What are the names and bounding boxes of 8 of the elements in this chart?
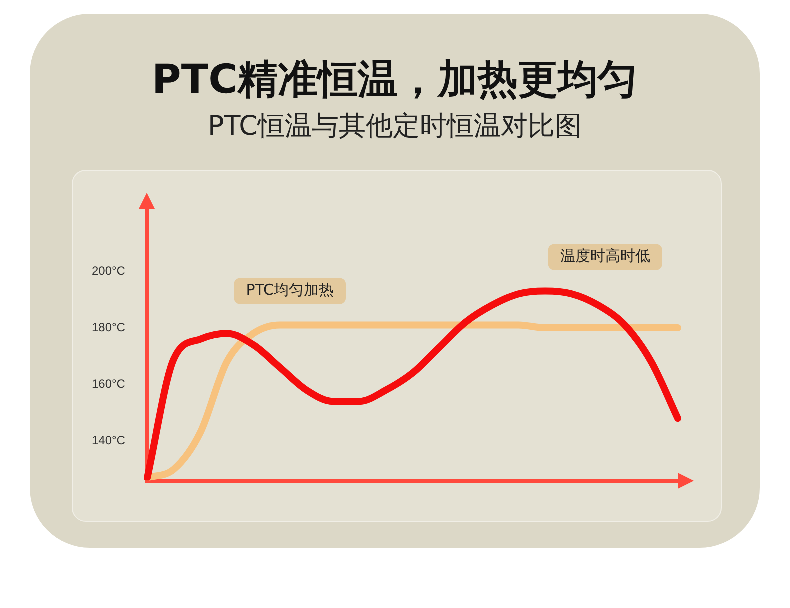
y-tick-label: 180°C [92,320,126,334]
series-label: 温度时高时低 [560,247,650,266]
y-tick-label: 140°C [92,434,126,448]
series-label: PTC均匀加热 [246,281,334,300]
y-tick-label: 200°C [92,264,126,278]
chart-subtitle: PTC恒温与其他定时恒温对比图 [206,110,584,144]
y-tick-label: 160°C [92,376,126,391]
chart-title: PTC精准恒温，加热更均匀 [151,56,639,105]
